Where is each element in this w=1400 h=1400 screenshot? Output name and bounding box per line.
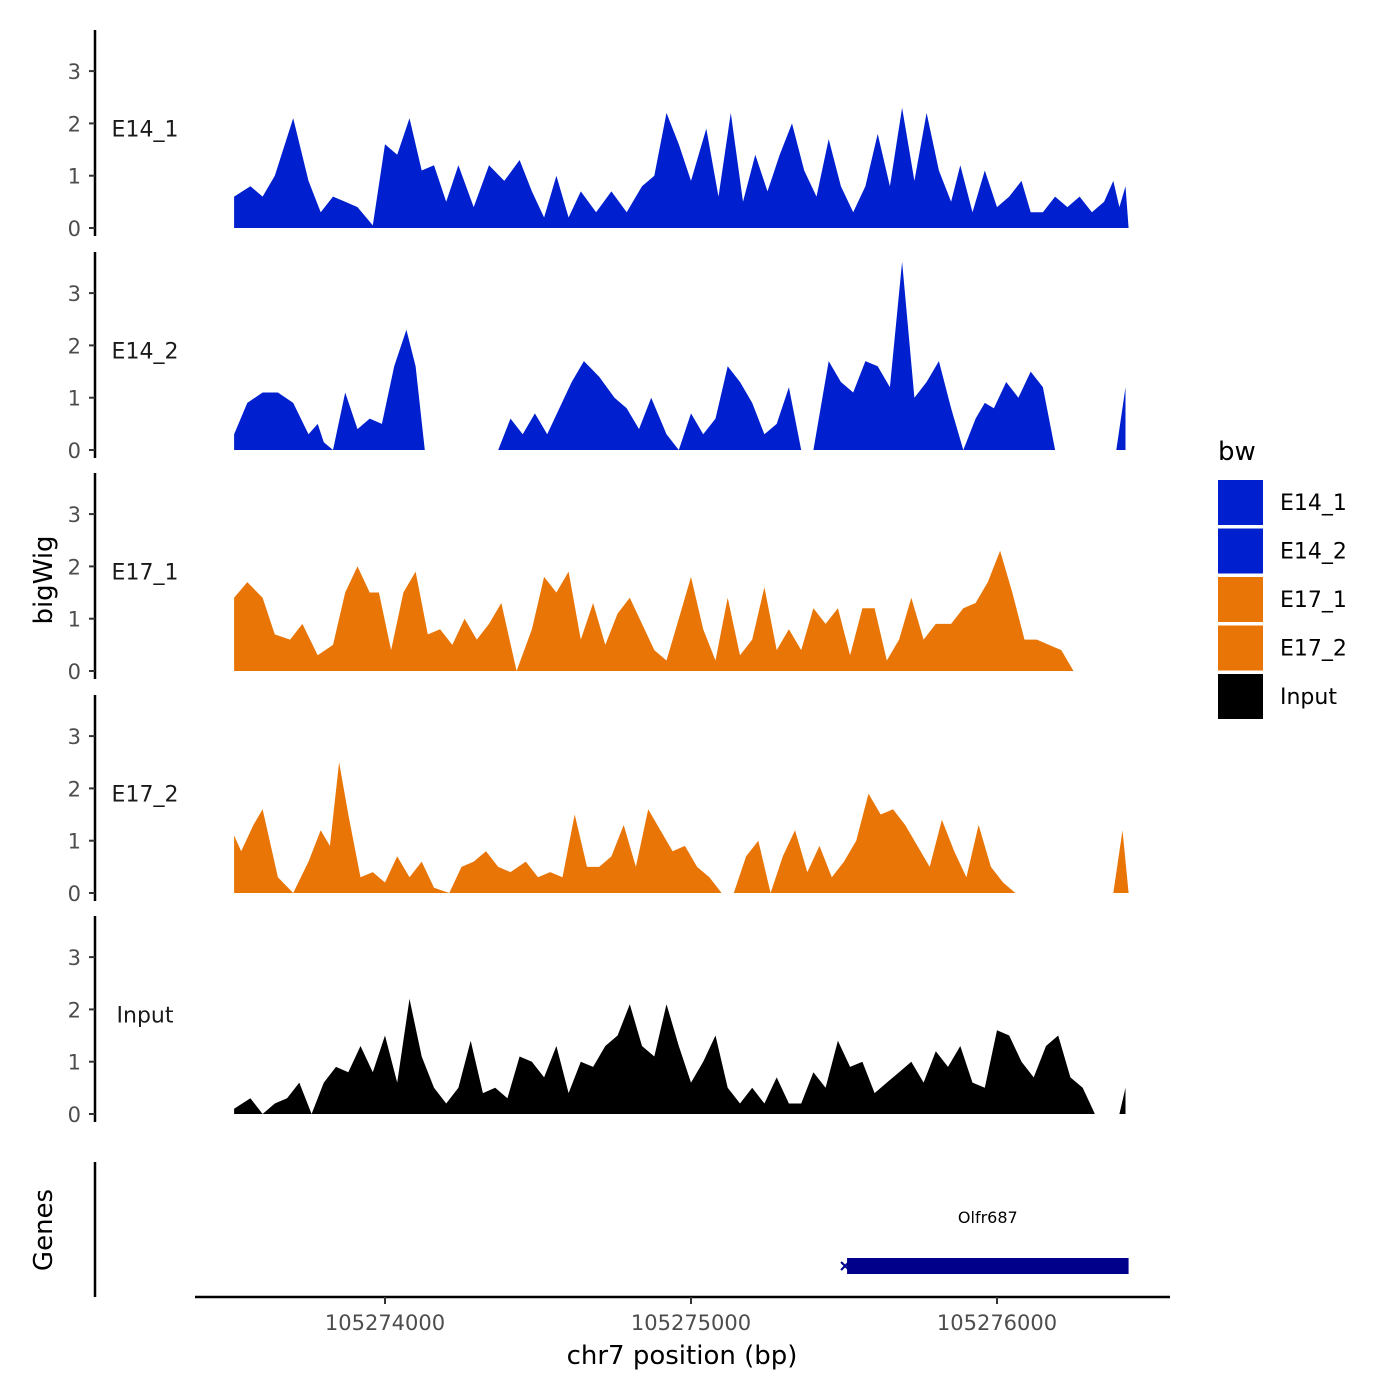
- y-tick-label: 0: [68, 660, 81, 684]
- track-E17_1: 0 1 2 3 E17_1: [68, 473, 1129, 684]
- legend-label: E17_2: [1280, 637, 1347, 662]
- y-tick-label: 0: [68, 882, 81, 906]
- legend-entry-E17_2: E17_2: [1218, 625, 1347, 671]
- legend-label: Input: [1280, 685, 1337, 710]
- coverage-area-Input: [234, 998, 1126, 1114]
- y-tick-label: 2: [68, 998, 81, 1022]
- y-tick-label: 0: [68, 217, 81, 241]
- x-tick-label: 105275000: [631, 1311, 751, 1335]
- y-axis-title: bigWig: [29, 535, 59, 624]
- track-label: E14_2: [112, 339, 179, 364]
- track-label: E14_1: [112, 117, 179, 142]
- y-tick-label: 1: [68, 165, 81, 189]
- genes-axis-title: Genes: [29, 1189, 59, 1271]
- y-tick-label: 1: [68, 1051, 81, 1075]
- y-tick-label: 0: [68, 439, 81, 463]
- legend-entry-E14_1: E14_1: [1218, 480, 1347, 525]
- legend-label: E17_1: [1280, 588, 1347, 613]
- track-label: Input: [117, 1003, 174, 1028]
- x-axis: 105274000 105275000 105276000: [195, 1295, 1170, 1335]
- legend-title: bw: [1218, 437, 1256, 467]
- track-E17_2: 0 1 2 3 E17_2: [68, 695, 1129, 906]
- legend-swatch: [1218, 625, 1263, 671]
- legend-label: E14_2: [1280, 540, 1347, 565]
- x-axis-title: chr7 position (bp): [567, 1341, 798, 1371]
- legend-entry-E17_1: E17_1: [1218, 577, 1347, 622]
- y-tick-label: 3: [68, 725, 81, 749]
- gene-Olfr687: Olfr687: [840, 1208, 1129, 1274]
- tracks: 0 1 2 3 E14_1 0 1 2 3 E14_2 0 1 2 3 E17_1 0 1 2 3 E17_2 0 1 2 3…: [68, 30, 1129, 1127]
- track-Input: 0 1 2 3 Input: [68, 916, 1126, 1127]
- gene-body: [847, 1258, 1129, 1274]
- coverage-area-E14_2: [234, 261, 1126, 450]
- y-tick-label: 1: [68, 830, 81, 854]
- track-label: E17_1: [112, 560, 179, 585]
- y-tick-label: 2: [68, 777, 81, 801]
- genes-panel: Olfr687: [93, 1162, 1129, 1297]
- y-tick-label: 2: [68, 555, 81, 579]
- legend-swatch: [1218, 480, 1263, 525]
- track-E14_2: 0 1 2 3 E14_2: [68, 252, 1126, 463]
- y-tick-label: 2: [68, 112, 81, 136]
- y-tick-label: 1: [68, 387, 81, 411]
- legend-swatch: [1218, 577, 1263, 622]
- coverage-area-E17_2: [234, 762, 1129, 893]
- y-tick-label: 3: [68, 946, 81, 970]
- y-tick-label: 2: [68, 334, 81, 358]
- track-E14_1: 0 1 2 3 E14_1: [68, 30, 1129, 241]
- track-label: E17_2: [112, 782, 179, 807]
- gene-strand-mark: [840, 1261, 850, 1271]
- y-tick-label: 3: [68, 282, 81, 306]
- legend-label: E14_1: [1280, 491, 1347, 516]
- legend-swatch: [1218, 528, 1263, 574]
- y-tick-label: 1: [68, 608, 81, 632]
- y-tick-label: 3: [68, 503, 81, 527]
- legend-entry-E14_2: E14_2: [1218, 528, 1347, 574]
- x-tick-label: 105274000: [325, 1311, 445, 1335]
- coverage-area-E17_1: [234, 550, 1129, 671]
- y-tick-label: 3: [68, 60, 81, 84]
- x-tick-label: 105276000: [937, 1311, 1057, 1335]
- coverage-area-E14_1: [234, 107, 1129, 228]
- gene-label: Olfr687: [958, 1208, 1018, 1227]
- legend: bw E14_1 E14_2 E17_1 E17_2 Input: [1218, 437, 1347, 719]
- legend-swatch: [1218, 674, 1263, 719]
- y-tick-label: 0: [68, 1103, 81, 1127]
- legend-entry-Input: Input: [1218, 674, 1337, 719]
